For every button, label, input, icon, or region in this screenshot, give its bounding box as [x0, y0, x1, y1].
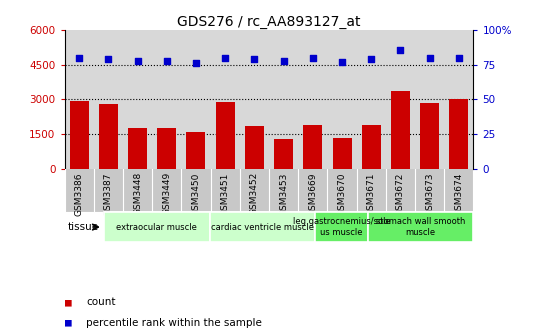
Point [133, 58, 142, 64]
Text: extraocular muscle: extraocular muscle [116, 222, 197, 232]
Bar [104, 212, 210, 242]
Bar [368, 212, 473, 242]
Text: GSM3670: GSM3670 [337, 172, 346, 216]
Text: ■: ■ [65, 297, 78, 307]
Text: GSM3674: GSM3674 [454, 172, 463, 216]
Bar [187, 132, 206, 169]
Bar [157, 128, 176, 169]
Text: count: count [86, 297, 116, 307]
Text: GSM3449: GSM3449 [162, 172, 171, 215]
Text: leg gastrocnemius/sole
us muscle: leg gastrocnemius/sole us muscle [293, 217, 391, 237]
Bar [315, 212, 368, 242]
Bar [391, 91, 410, 169]
Point [367, 57, 376, 62]
Text: GSM3453: GSM3453 [279, 172, 288, 216]
Bar [128, 128, 147, 169]
Bar [70, 101, 89, 169]
Bar [245, 126, 264, 169]
Text: GSM3669: GSM3669 [308, 172, 317, 216]
Text: cardiac ventricle muscle: cardiac ventricle muscle [211, 222, 314, 232]
Text: GSM3451: GSM3451 [221, 172, 230, 216]
Point [75, 55, 83, 60]
Text: GSM3452: GSM3452 [250, 172, 259, 215]
Text: stomach wall smooth
muscle: stomach wall smooth muscle [376, 217, 465, 237]
Bar [420, 103, 439, 169]
Bar [368, 212, 473, 242]
Point [426, 55, 434, 60]
Point [221, 55, 230, 60]
Point [162, 58, 171, 64]
Point [308, 55, 317, 60]
Text: ■: ■ [65, 318, 78, 328]
Bar [449, 99, 468, 169]
Point [455, 55, 463, 60]
Bar [274, 139, 293, 169]
Point [192, 61, 200, 66]
Text: GSM3671: GSM3671 [367, 172, 376, 216]
Text: GSM3387: GSM3387 [104, 172, 113, 216]
Bar [315, 212, 368, 242]
Point [279, 58, 288, 64]
Point [104, 57, 112, 62]
Bar [99, 104, 118, 169]
Text: GSM3448: GSM3448 [133, 172, 142, 215]
Bar [210, 212, 315, 242]
Text: GSM3386: GSM3386 [75, 172, 84, 216]
Text: GSM3673: GSM3673 [425, 172, 434, 216]
Text: GSM3450: GSM3450 [192, 172, 201, 216]
Point [250, 57, 259, 62]
Bar [303, 125, 322, 169]
Bar [104, 212, 210, 242]
Point [396, 47, 405, 52]
Text: percentile rank within the sample: percentile rank within the sample [86, 318, 262, 328]
Point [338, 59, 346, 65]
Bar [362, 125, 381, 169]
Bar [210, 212, 315, 242]
Bar [332, 137, 351, 169]
Bar [216, 102, 235, 169]
Text: GSM3672: GSM3672 [396, 172, 405, 216]
Text: tissue: tissue [67, 222, 98, 232]
Title: GDS276 / rc_AA893127_at: GDS276 / rc_AA893127_at [177, 15, 361, 29]
